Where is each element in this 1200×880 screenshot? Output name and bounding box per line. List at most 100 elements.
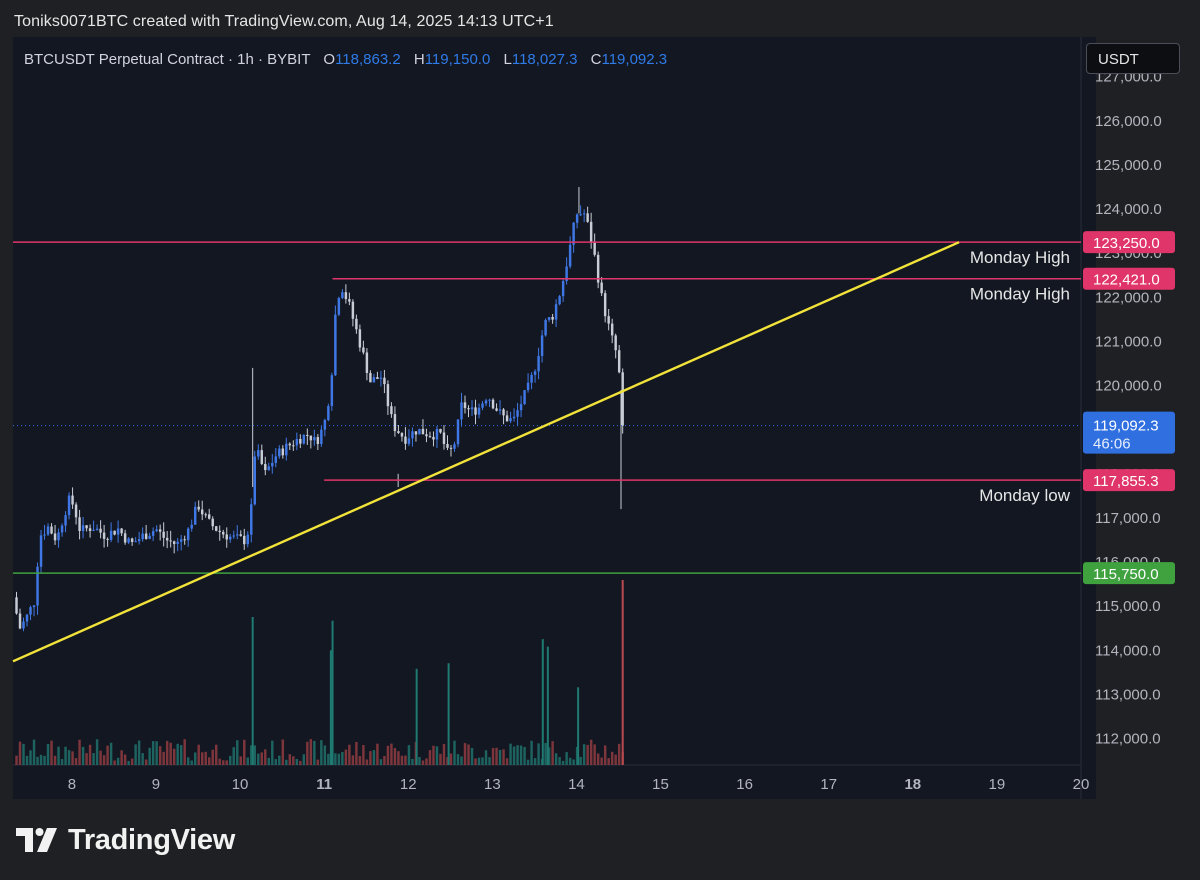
volume-bar	[442, 744, 446, 765]
currency-button[interactable]: USDT	[1086, 43, 1180, 74]
volume-bar	[544, 743, 547, 765]
candle-body	[334, 314, 337, 376]
volume-bar	[365, 759, 369, 765]
time-tick-label: 20	[1073, 776, 1090, 793]
price-tick-label: 113,000.0	[1095, 686, 1161, 703]
candle-body	[621, 372, 624, 426]
countdown-text: 46:06	[1093, 436, 1131, 453]
volume-bar	[53, 755, 57, 765]
candle-body	[236, 534, 239, 536]
candle-body	[218, 530, 221, 533]
candle-body	[229, 536, 232, 540]
candle-body	[155, 529, 158, 532]
candle-body	[505, 415, 509, 422]
candle-body	[123, 533, 127, 543]
candle-body	[32, 605, 36, 608]
volume-bar	[306, 741, 309, 765]
candle-body	[151, 531, 155, 536]
candle-body	[320, 429, 323, 445]
time-tick-label: 14	[568, 776, 585, 793]
volume-bar	[267, 757, 271, 765]
volume-bar	[467, 744, 470, 765]
candle-body	[106, 538, 109, 540]
volume-bar	[29, 750, 32, 765]
volume-bar	[449, 753, 453, 765]
candle-body	[561, 281, 565, 297]
candle-body	[169, 540, 172, 542]
candle-body	[470, 407, 474, 410]
time-tick-label: 19	[989, 776, 1006, 793]
volume-bar	[295, 758, 299, 765]
legend-low-value: 118,027.3	[511, 51, 578, 68]
legend-close-value: 119,092.3	[601, 51, 668, 68]
candle-body	[603, 293, 607, 317]
price-tick-label: 117,000.0	[1095, 510, 1161, 527]
candle-body	[299, 438, 302, 444]
volume-bar	[386, 745, 390, 765]
volume-bar	[397, 751, 400, 765]
volume-bar	[484, 750, 488, 765]
candle-body	[22, 621, 25, 629]
candle-body	[15, 597, 18, 614]
volume-bar	[46, 743, 50, 765]
volume-bar	[348, 744, 351, 765]
volume-bar	[243, 739, 246, 765]
candle-body	[137, 539, 141, 542]
volume-bar	[148, 747, 151, 765]
volume-bar	[285, 759, 288, 765]
volume-bar	[358, 756, 362, 765]
candle-body	[586, 213, 589, 222]
candle-body	[523, 390, 526, 405]
volume-bar	[477, 757, 481, 765]
candle-body	[537, 355, 540, 372]
volume-bar	[302, 754, 306, 765]
time-tick-label: 8	[68, 776, 76, 793]
volume-bar	[15, 755, 18, 765]
volume-bar	[362, 744, 365, 765]
candle-body	[376, 377, 379, 379]
candle-body	[355, 318, 358, 330]
volume-bar	[568, 757, 572, 765]
volume-bar	[481, 757, 484, 765]
candle-body	[190, 524, 193, 529]
candle-body	[71, 495, 74, 505]
volume-bar	[509, 743, 512, 765]
price-tick-label: 112,000.0	[1095, 731, 1161, 748]
volume-bar	[74, 758, 78, 765]
time-tick-label: 16	[736, 776, 753, 793]
volume-bar	[253, 745, 256, 765]
volume-bar	[215, 744, 218, 765]
candle-body	[250, 504, 253, 535]
volume-bar	[432, 745, 435, 765]
price-labels-layer: 123,250.0 Monday High 122,421.0 Monday High…	[970, 231, 1175, 585]
candle-body	[162, 531, 165, 538]
volume-bar	[292, 756, 295, 765]
volume-bar	[78, 739, 81, 765]
volume-bar	[92, 753, 95, 765]
candle-body	[369, 372, 372, 383]
attribution-text: Toniks0071BTC created with TradingView.c…	[14, 13, 554, 30]
candle-body	[456, 419, 460, 445]
volume-bar	[57, 746, 60, 765]
volume-bar	[155, 741, 158, 765]
candle-body	[418, 428, 421, 435]
volume-bar	[88, 744, 92, 765]
candle-body	[460, 402, 463, 420]
candle-body	[425, 434, 428, 437]
candle-body	[43, 534, 46, 536]
chart-frame[interactable]	[13, 37, 1096, 799]
time-tick-label: 15	[652, 776, 669, 793]
candle-body	[200, 509, 204, 515]
candle-body	[179, 539, 183, 542]
candle-body	[386, 384, 390, 407]
volume-bar	[169, 742, 172, 765]
candle-body	[109, 530, 113, 540]
candle-body	[81, 525, 85, 532]
volume-bar	[236, 740, 239, 765]
candle-body	[432, 436, 435, 440]
volume-bar	[341, 751, 344, 765]
candle-body	[134, 541, 137, 543]
volume-bar	[323, 745, 327, 765]
candle-body	[491, 399, 495, 409]
